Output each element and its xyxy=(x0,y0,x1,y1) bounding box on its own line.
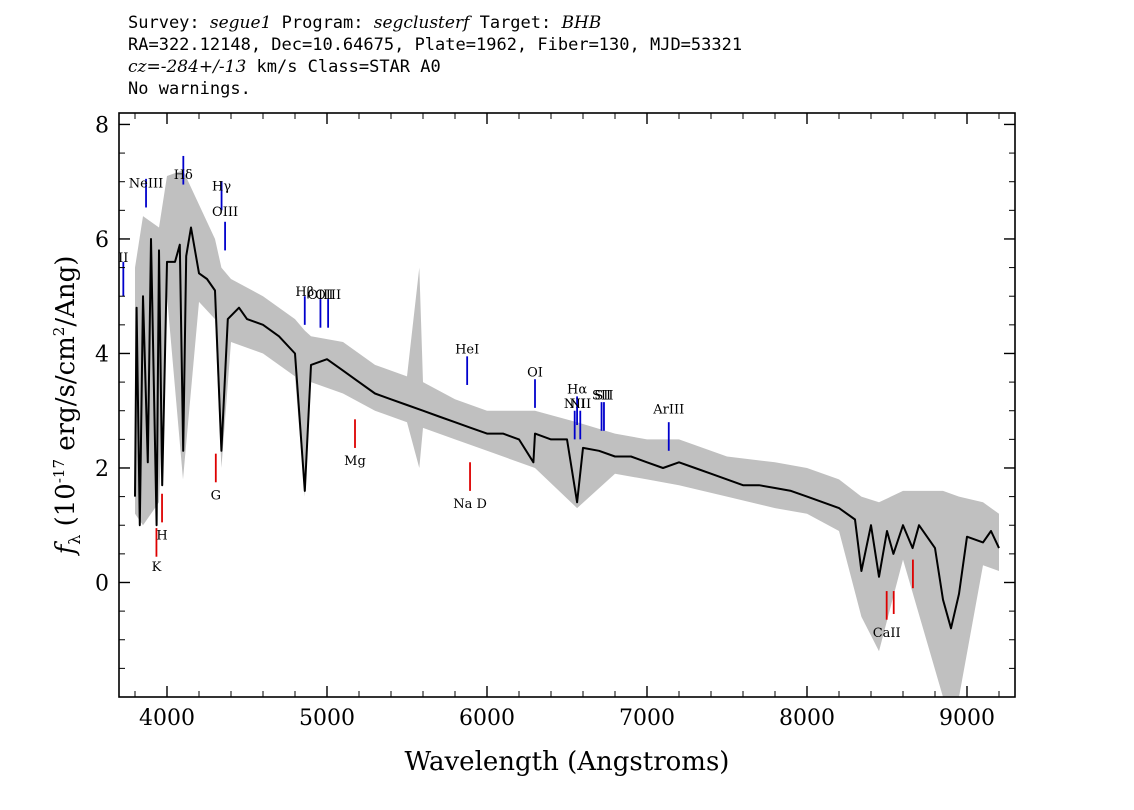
spectrum-header: Survey: segue1 Program: segclusterf Targ… xyxy=(128,12,742,100)
absorption-line-label: K xyxy=(152,560,162,575)
flux-series xyxy=(134,226,1000,630)
emission-line-label: NII xyxy=(564,397,586,412)
emission-line-label: Hα xyxy=(567,383,587,398)
y-axis-sub: λ xyxy=(65,535,84,545)
header-line-warnings: No warnings. xyxy=(128,79,251,99)
y-tick-label: 4 xyxy=(95,342,109,367)
survey-value: segue1 xyxy=(209,13,272,33)
header-line-survey: Survey: segue1 Program: segclusterf Targ… xyxy=(128,12,742,34)
y-axis-units-b: erg/s/cm xyxy=(51,336,81,459)
spectral-line-markers: NeIIIHδHγOIIIIIHβOIIIOIIIHeIOINIIHαNIISI… xyxy=(118,155,914,641)
y-tick-label: 0 xyxy=(95,571,109,596)
emission-line-label: HeI xyxy=(455,342,479,357)
emission-line-label: SII xyxy=(594,388,613,403)
y-axis-exp: -17 xyxy=(50,459,68,483)
header-line-coords: RA=322.12148, Dec=10.64675, Plate=1962, … xyxy=(128,35,743,55)
absorption-line-label: Na D xyxy=(453,497,487,512)
y-tick-label: 6 xyxy=(95,228,109,253)
y-axis-title: fλ (10-17 erg/s/cm2/Ang) xyxy=(50,256,84,557)
emission-line-label: OI xyxy=(527,365,543,380)
error-band xyxy=(135,170,999,697)
emission-line-label: NII xyxy=(569,397,591,412)
y-axis-exp2: 2 xyxy=(50,327,68,337)
x-tick-label: 9000 xyxy=(939,706,995,731)
target-label: Target: xyxy=(469,13,562,33)
emission-line-label: OIII xyxy=(212,205,238,220)
y-axis-units-c: /Ang) xyxy=(51,256,81,327)
program-label: Program: xyxy=(271,13,374,33)
header-line-redshift: cz=-284+/-13 km/s Class=STAR A0 xyxy=(128,56,742,78)
y-tick-label: 2 xyxy=(95,457,109,482)
x-axis-title: Wavelength (Angstroms) xyxy=(405,747,730,777)
x-tick-label: 4000 xyxy=(139,706,195,731)
program-value: segclusterf xyxy=(373,13,470,33)
absorption-line-label: Mg xyxy=(344,454,366,469)
x-tick-label: 7000 xyxy=(619,706,675,731)
emission-line-label: ArIII xyxy=(652,403,684,418)
absorption-line-label: CaII xyxy=(873,626,901,641)
emission-line-label: OIII xyxy=(307,288,333,303)
target-value: BHB xyxy=(561,13,602,33)
emission-line-label: Hδ xyxy=(174,168,193,183)
error-band-area xyxy=(135,170,999,697)
cz-value: cz=-284+/-13 xyxy=(128,57,247,77)
emission-line-label: Hγ xyxy=(212,179,231,194)
survey-label: Survey: xyxy=(128,13,210,33)
axis-ticks: 4000 5000 6000 7000 8000 9000 0 2 4 6 8 xyxy=(95,113,1015,731)
plot-frame xyxy=(118,112,1016,698)
emission-line-label: II xyxy=(118,251,128,266)
absorption-line-label: H xyxy=(156,529,167,544)
x-tick-label: 5000 xyxy=(299,706,355,731)
y-axis-units-a: (10 xyxy=(51,483,81,535)
flux-line xyxy=(134,226,1000,630)
x-tick-label: 8000 xyxy=(779,706,835,731)
absorption-line-label: G xyxy=(211,488,221,503)
x-tick-label: 6000 xyxy=(459,706,515,731)
emission-line-label: Hβ xyxy=(295,285,314,300)
y-tick-label: 8 xyxy=(95,113,109,138)
emission-line-label: SII xyxy=(592,388,611,403)
class-value: km/s Class=STAR A0 xyxy=(246,57,441,77)
emission-line-label: NeIII xyxy=(129,176,163,191)
emission-line-label: OIII xyxy=(315,288,341,303)
